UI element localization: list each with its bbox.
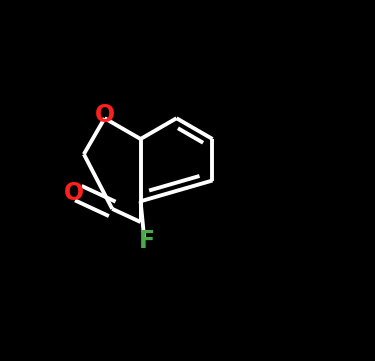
Text: O: O	[94, 103, 115, 127]
Text: F: F	[139, 229, 155, 253]
Text: O: O	[64, 181, 84, 205]
